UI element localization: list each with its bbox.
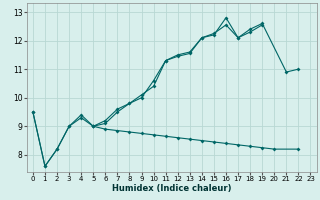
- X-axis label: Humidex (Indice chaleur): Humidex (Indice chaleur): [112, 184, 231, 193]
